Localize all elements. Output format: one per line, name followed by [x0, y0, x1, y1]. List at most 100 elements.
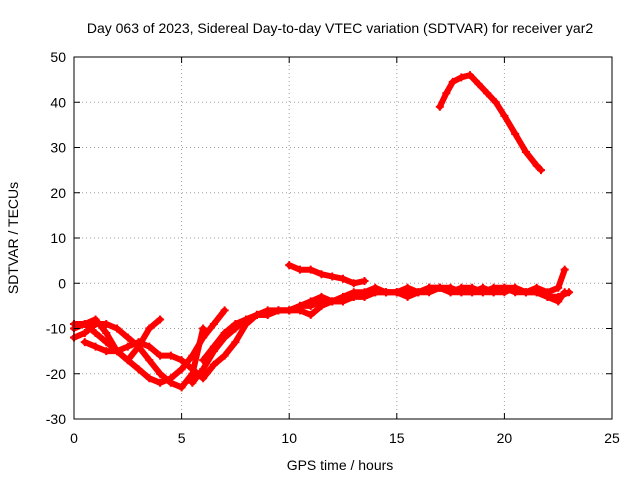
y-tick-label: 40	[50, 94, 66, 110]
data-point	[306, 265, 315, 274]
data-point	[156, 369, 165, 378]
series-arc-3	[70, 306, 229, 387]
data-point	[414, 288, 423, 297]
x-tick-label: 0	[70, 430, 78, 446]
data-point	[156, 351, 165, 360]
data-point	[220, 306, 229, 315]
data-point	[521, 288, 530, 297]
data-point	[177, 356, 186, 365]
data-point	[560, 288, 569, 297]
data-point	[448, 77, 457, 86]
data-point	[491, 98, 500, 107]
data-point	[500, 283, 509, 292]
data-point	[465, 71, 474, 80]
x-axis-label: GPS time / hours	[287, 457, 394, 473]
data-point	[242, 315, 251, 324]
data-point	[188, 378, 197, 387]
series-arc-7	[285, 261, 369, 288]
data-point	[102, 338, 111, 347]
data-point	[80, 338, 89, 347]
data-point	[317, 301, 326, 310]
data-point	[371, 283, 380, 292]
y-tick-label: 20	[50, 185, 66, 201]
y-tick-label: -20	[46, 366, 66, 382]
data-point	[231, 338, 240, 347]
data-point	[145, 324, 154, 333]
data-point	[134, 338, 143, 347]
data-point	[349, 288, 358, 297]
data-point	[209, 319, 218, 328]
data-point	[274, 306, 283, 315]
data-point	[483, 89, 492, 98]
x-tick-label: 25	[604, 430, 620, 446]
data-point	[91, 329, 100, 338]
data-point	[349, 279, 358, 288]
data-point	[285, 261, 294, 270]
data-point	[102, 329, 111, 338]
data-point	[145, 342, 154, 351]
data-point	[435, 283, 444, 292]
data-point	[403, 292, 412, 301]
data-point	[199, 324, 208, 333]
data-point	[263, 310, 272, 319]
data-point	[360, 288, 369, 297]
data-point	[360, 276, 369, 285]
data-point	[102, 319, 111, 328]
data-point	[102, 347, 111, 356]
series-layer	[70, 71, 573, 392]
y-axis-label: SDTVAR / TECUs	[5, 182, 21, 294]
data-point	[532, 161, 541, 170]
data-point	[442, 89, 451, 98]
x-tick-label: 20	[497, 430, 513, 446]
data-point	[199, 333, 208, 342]
data-point	[188, 365, 197, 374]
y-tick-label: -10	[46, 321, 66, 337]
data-point	[199, 356, 208, 365]
series-arc-6	[199, 265, 569, 365]
data-point	[209, 342, 218, 351]
data-point	[166, 374, 175, 383]
data-point	[457, 73, 466, 82]
data-point	[339, 274, 347, 283]
data-point	[435, 102, 444, 111]
data-point	[188, 351, 197, 360]
series-arc-8	[435, 71, 545, 175]
axis-ticks: 0 5 10 15 20 25 -30 -20 -10 0 10 20 30 40 50	[46, 49, 620, 446]
data-point	[511, 283, 520, 292]
data-point	[328, 297, 337, 306]
data-point	[317, 292, 326, 301]
data-point	[113, 347, 122, 356]
data-point	[220, 351, 229, 360]
data-point	[209, 360, 218, 369]
data-point	[91, 319, 100, 328]
data-point	[554, 297, 563, 306]
series-line	[189, 284, 568, 386]
data-point	[199, 374, 208, 383]
data-point	[123, 356, 132, 365]
data-point	[177, 383, 186, 392]
data-point	[317, 270, 326, 279]
data-point	[554, 283, 563, 292]
series-arc-5	[188, 283, 569, 387]
data-point	[113, 324, 122, 333]
x-tick-label: 15	[389, 430, 405, 446]
x-tick-label: 5	[178, 430, 186, 446]
data-point	[446, 288, 455, 297]
y-tick-label: 50	[50, 49, 66, 65]
data-point	[306, 310, 315, 319]
data-point	[521, 148, 530, 157]
data-point	[382, 288, 391, 297]
data-point	[80, 329, 89, 338]
data-point	[156, 378, 165, 387]
y-tick-label: 0	[58, 275, 66, 291]
data-point	[123, 342, 132, 351]
data-point	[532, 283, 541, 292]
data-point	[536, 166, 545, 175]
data-point	[199, 365, 208, 374]
data-point	[295, 265, 304, 274]
data-point	[511, 129, 520, 138]
data-point	[166, 351, 175, 360]
y-tick-label: 10	[50, 230, 66, 246]
data-point	[91, 342, 100, 351]
